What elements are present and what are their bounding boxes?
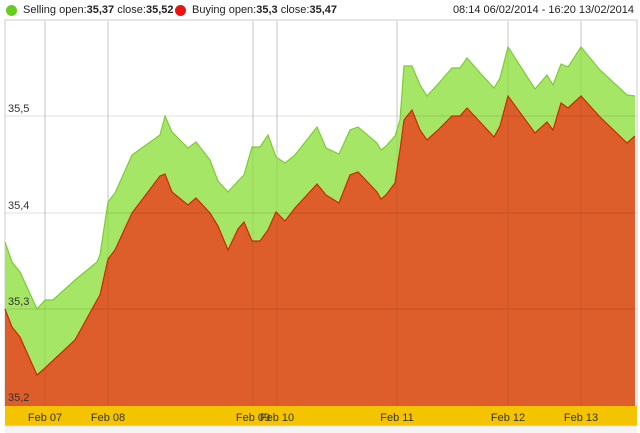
selling-dot-icon <box>6 4 17 16</box>
buying-open-label: open: <box>228 4 257 16</box>
vertical-gridlines-overlay <box>44 21 582 406</box>
y-axis-labels: 35,2 35,3 35,4 35,5 <box>8 103 29 404</box>
selling-label: Selling <box>23 4 57 16</box>
selling-open-label: open: <box>59 4 87 16</box>
buying-dot-icon <box>175 4 186 16</box>
x-axis-label: Feb 13 <box>564 412 598 424</box>
x-axis-label: Feb 07 <box>28 412 62 424</box>
buying-area <box>5 96 635 406</box>
x-axis-label: Feb 10 <box>260 412 294 424</box>
legend-item-buying[interactable]: Buying open: 35,3 close: 35,47 <box>175 4 337 16</box>
selling-close-label: close: <box>117 4 146 16</box>
y-axis-label: 35,4 <box>8 200 29 212</box>
x-axis-label: Feb 11 <box>380 412 413 424</box>
buying-label: Buying <box>192 4 226 16</box>
selling-close-value: 35,52 <box>145 4 174 16</box>
y-axis-label: 35,3 <box>8 296 29 308</box>
buying-close-label: close: <box>280 4 310 16</box>
selling-line <box>4 45 636 311</box>
horizontal-gridlines <box>5 115 637 310</box>
date-range: 08:14 06/02/2014 - 16:20 13/02/2014 <box>452 4 634 16</box>
x-axis-band <box>5 406 637 426</box>
legend-item-selling[interactable]: Selling open: 35,37 close: 35,52 <box>6 4 174 16</box>
y-axis-label: 35,2 <box>8 392 29 404</box>
x-axis-label: Feb 08 <box>91 412 125 424</box>
selling-open-value: 35,37 <box>86 4 115 16</box>
y-axis-label: 35,5 <box>8 103 29 115</box>
buying-open-value: 35,3 <box>256 4 278 16</box>
buying-close-value: 35,47 <box>309 4 337 16</box>
scroll-area <box>5 427 637 433</box>
x-axis-label: Feb 12 <box>491 412 525 424</box>
chart-legend: Selling open: 35,37 close: 35,52 Buying op… <box>0 0 640 20</box>
x-axis-label: Feb 09 <box>236 412 270 424</box>
buying-line <box>4 94 636 376</box>
